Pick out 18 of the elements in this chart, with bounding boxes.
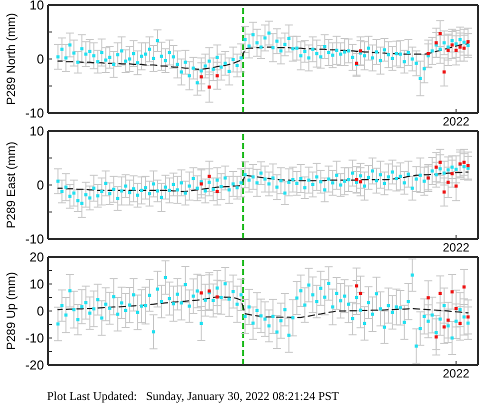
y-tick-label: 20: [30, 250, 44, 265]
x-tick-label: 2022: [442, 114, 470, 129]
y-tick-label: 0: [36, 178, 44, 193]
y-tick-label: -20: [25, 358, 44, 373]
y-tick-label: 10: [30, 0, 44, 13]
y-axis-title: P289 North (mm): [4, 12, 18, 106]
x-tick-label: 2022: [442, 366, 470, 381]
x-tick-label: 2022: [442, 240, 470, 255]
y-tick-label: -10: [25, 330, 44, 346]
y-axis-title: P289 Up (mm): [4, 272, 18, 350]
text: Plot Last Updated: Sunday, January 30, 2022 08:21:24 PST: [47, 389, 339, 403]
y-tick-label: -10: [25, 106, 44, 121]
y-tick-label: -10: [25, 232, 44, 247]
y-tick-label: 0: [36, 304, 44, 319]
y-tick-label: 10: [30, 276, 44, 292]
y-axis-title: P289 East (mm): [4, 142, 18, 228]
y-tick-label: 0: [36, 52, 44, 67]
y-tick-label: 10: [30, 124, 44, 139]
